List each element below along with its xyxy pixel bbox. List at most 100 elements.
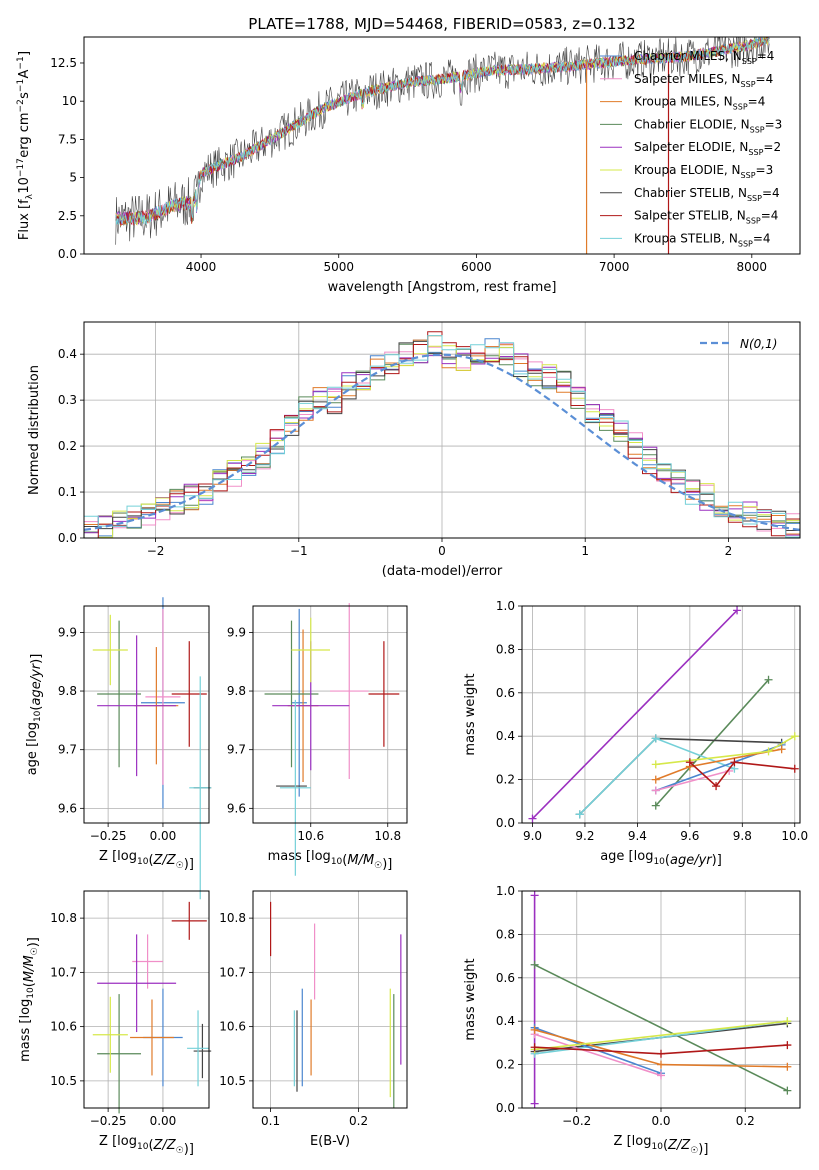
legend-label: Salpeter ELODIE, NSSP=2: [634, 140, 781, 157]
axes-frame: [83, 605, 210, 824]
label-sub: 10: [26, 987, 36, 999]
label-part: (: [148, 853, 153, 868]
label-part: 10: [17, 177, 32, 194]
y-axis-label: mass weight: [463, 673, 478, 755]
label-sub: ☉: [30, 947, 40, 955]
y-tick-label: 9.8: [227, 684, 246, 698]
normal-curve: [83, 353, 801, 531]
y-tick-label: 10.5: [219, 1074, 246, 1088]
series-line-chabrier_elodie: [534, 964, 788, 1092]
y-tick-label: 9.7: [227, 743, 246, 757]
label-part: (: [665, 853, 670, 868]
label-sub: ☉: [176, 861, 184, 871]
y-tick-label: 10.6: [219, 1020, 246, 1034]
series-marker-chabrier_elodie: [651, 801, 660, 810]
label-part: −1: [16, 56, 26, 69]
x-tick-label: 0: [438, 544, 446, 558]
chart-residuals: −2 −1 0 1 2 0.0 0.1 0.2 0.3 0.4 (data-model)/error…: [27, 321, 801, 579]
label-part: λ: [25, 193, 35, 199]
x-tick-label: 10.0: [781, 829, 808, 843]
legend-label: Kroupa MILES, NSSP=4: [634, 95, 765, 112]
series-marker-chabrier_elodie: [530, 960, 539, 969]
series-marker-salpeter_stelib: [657, 1049, 665, 1058]
label-part: (: [22, 982, 37, 987]
label-sub: 10: [137, 1142, 149, 1152]
axes-frame: [252, 605, 408, 824]
label-part: log: [632, 1134, 652, 1149]
legend-label: Salpeter STELIB, NSSP=4: [634, 209, 778, 226]
label-part: )]: [184, 857, 194, 872]
label-part: −17: [16, 158, 26, 177]
label-part: )]: [382, 857, 392, 872]
label-part: )]: [698, 1142, 708, 1157]
label-part: mass weight: [463, 673, 478, 755]
x-tick-label: 5000: [323, 260, 354, 274]
legend-sub: SSP: [750, 125, 765, 134]
figure-title: PLATE=1788, MJD=54468, FIBERID=0583, z=0…: [248, 15, 635, 33]
x-axis-label: mass [log10(M/M☉)]: [268, 849, 393, 872]
x-tick-label: 0.2: [736, 1114, 755, 1128]
x-axis-label: Z [log10(Z/Z☉)]: [614, 1134, 709, 1157]
x-tick-label: −0.25: [90, 829, 127, 843]
y-tick-label: 0.0: [58, 247, 77, 261]
x-tick-label: 9.8: [733, 829, 752, 843]
x-tick-label: 9.2: [575, 829, 594, 843]
series-marker-kroupa_miles: [657, 1060, 665, 1069]
x-tick-label: 0.1: [261, 1114, 280, 1128]
label-part: log: [311, 849, 331, 864]
y-tick-label: 9.9: [58, 625, 77, 639]
y-tick-label: 12.5: [50, 56, 77, 70]
x-axis-label: Z [log10(Z/Z☉)]: [99, 1134, 194, 1157]
y-axis-label: Flux [fλ 10−17 erg cm−2 s−1 A−1 ]: [16, 51, 35, 240]
x-tick-label: −2: [147, 544, 165, 558]
legend-sub: SSP: [733, 103, 748, 112]
axes-frame: [83, 36, 801, 255]
y-tick-label: 1.0: [496, 599, 515, 613]
x-tick-label: −0.25: [90, 1114, 127, 1128]
series-line-chabrier_stelib: [579, 737, 782, 815]
x-tick-label: 8000: [737, 260, 768, 274]
label-part: wavelength [Angstrom, rest frame]: [328, 280, 557, 295]
chart-mass_ebv: 0.1 0.2 10.5 10.6 10.7 10.8 E(B-V): [219, 890, 408, 1149]
x-tick-label: 9.0: [523, 829, 542, 843]
legend-n: =4: [748, 95, 766, 109]
legend-n: =4: [757, 49, 775, 63]
legend-label: Chabrier ELODIE, NSSP=3: [634, 117, 782, 134]
legend-name: Kroupa STELIB, N: [634, 231, 738, 245]
legend-name: Kroupa ELODIE, N: [634, 163, 741, 177]
y-axis-label: age [log10(age/yr)]: [25, 654, 44, 776]
label-sub: ☉: [176, 1146, 184, 1156]
series-line-salpeter_miles: [534, 1033, 662, 1077]
label-part: )]: [29, 654, 44, 664]
series-line-salpeter_stelib: [689, 761, 795, 788]
y-tick-label: 10.7: [50, 965, 77, 979]
label-part: Z [: [99, 1134, 117, 1149]
chart-mw_age: 9.0 9.2 9.4 9.6 9.8 10.0 0.0 0.2 0.4 0.6 0.8 1.0 age…: [463, 599, 808, 868]
label-part: −1: [16, 79, 26, 92]
y-tick-label: 10.5: [50, 1074, 77, 1088]
chart-age_mass: 10.6 10.8 9.6 9.7 9.8 9.9 mass [log10(M/M☉)]: [227, 603, 408, 876]
series-line-chabrier_elodie: [655, 679, 770, 807]
label-sub: 10: [651, 1142, 663, 1152]
legend-label: Kroupa STELIB, NSSP=4: [634, 231, 771, 248]
spectrum-line-kroupa_stelib: [115, 37, 770, 225]
hist-step-salpeter_elodie: [84, 352, 800, 536]
legend-name: Chabrier STELIB, N: [634, 186, 747, 200]
legend-label: Kroupa ELODIE, NSSP=3: [634, 163, 773, 180]
series-marker-salpeter_miles: [651, 786, 660, 795]
label-part: log: [18, 999, 33, 1019]
label-part: Z/Z: [153, 853, 177, 868]
series-marker-kroupa_miles: [777, 745, 786, 754]
series-marker-salpeter_stelib: [783, 1041, 792, 1050]
label-part: Flux [f: [17, 199, 32, 240]
label-part: erg cm: [17, 112, 32, 157]
legend-n: =4: [756, 72, 774, 86]
y-tick-label: 0.1: [58, 485, 77, 499]
legend-sub: SSP: [741, 171, 756, 180]
series-marker-salpeter_elodie: [530, 1099, 539, 1108]
axes-frame: [252, 890, 408, 1109]
legend-name: Chabrier ELODIE, N: [634, 117, 750, 131]
legend-name: Salpeter STELIB, N: [634, 209, 746, 223]
x-tick-label: 2: [725, 544, 733, 558]
